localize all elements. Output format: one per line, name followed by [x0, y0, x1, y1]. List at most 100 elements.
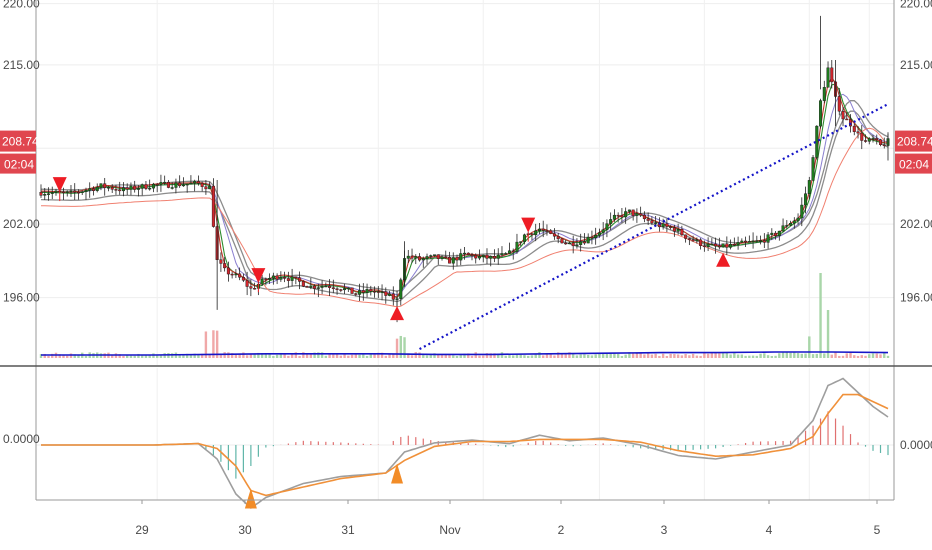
volume-bar: [170, 353, 174, 358]
volume-bar: [422, 353, 425, 358]
volume-bar: [287, 355, 290, 358]
volume-bar: [534, 353, 537, 358]
price-tick-label: 220.00: [3, 0, 40, 11]
signal-line: [41, 393, 889, 497]
volume-bar: [373, 354, 376, 358]
price-badges: 208.74 02:04 208.74 02:04: [0, 130, 932, 174]
moving-average-line: [41, 127, 889, 308]
volume-bar: [826, 310, 830, 358]
price-tick-label: 202.00: [900, 217, 932, 231]
candle-body: [346, 287, 350, 290]
candle-body: [560, 238, 564, 244]
candle-body: [627, 209, 631, 212]
candle-body: [811, 157, 815, 181]
volume-bar: [564, 353, 567, 358]
candle-body: [429, 255, 433, 257]
volume-bar: [650, 354, 654, 358]
volume-bar: [459, 355, 462, 358]
volume-bar: [399, 335, 402, 358]
countdown-label: 02:04: [899, 158, 929, 172]
volume-bar: [350, 354, 354, 358]
candle-body: [384, 291, 388, 296]
volume-average-line: [41, 351, 889, 356]
volume-bar: [725, 352, 729, 358]
candle-body: [170, 187, 174, 189]
candle-body: [751, 240, 755, 243]
candle-body: [879, 139, 883, 145]
volume-bar: [553, 355, 556, 358]
price-tick-label: 196.00: [900, 291, 932, 305]
sell-arrow-icon: [521, 217, 536, 233]
candle-body: [466, 252, 470, 255]
volume-bar: [148, 354, 151, 358]
volume-bar: [568, 352, 571, 358]
volume-bar: [721, 353, 725, 358]
candle-body: [249, 286, 253, 289]
volume-bar: [272, 355, 275, 358]
candle-body: [616, 214, 620, 217]
trendline[interactable]: [419, 103, 889, 351]
candle-body: [567, 242, 571, 245]
volume-bar: [470, 355, 474, 358]
x-tick-label: 29: [135, 523, 149, 537]
candle-body: [331, 287, 335, 289]
volume-bar: [377, 352, 380, 358]
volume-bar: [628, 352, 631, 358]
candle-body: [762, 240, 766, 243]
candle-body: [815, 125, 819, 158]
candle-body: [882, 144, 886, 146]
candle-body: [354, 293, 358, 295]
price-tick-label: 215.00: [3, 58, 40, 72]
candle-body: [519, 241, 523, 243]
candle-body: [492, 256, 496, 259]
volume-bar: [718, 353, 721, 358]
candle-body: [46, 193, 50, 195]
price-tick-label: 202.00: [3, 217, 40, 231]
x-tick-label: Nov: [439, 523, 460, 537]
candle-body: [410, 255, 414, 259]
candle-body: [691, 239, 695, 242]
candle-body: [166, 181, 170, 188]
volume-bar: [73, 354, 76, 358]
volume-bar: [182, 354, 185, 358]
candle-body: [646, 218, 650, 221]
volume-bar: [785, 352, 789, 358]
volume-bar: [766, 355, 770, 358]
volume-bar: [467, 353, 470, 358]
candle-body: [301, 281, 305, 287]
candle-body: [305, 286, 309, 288]
candle-body: [95, 186, 99, 191]
candle-body: [283, 277, 287, 279]
volume-bar: [504, 355, 507, 358]
candle-body: [369, 289, 373, 292]
volume-bar: [358, 354, 361, 358]
candle-body: [777, 230, 781, 236]
volume-bar: [759, 353, 762, 358]
volume-bar: [575, 355, 579, 358]
candle-body: [463, 252, 467, 255]
volume-bar: [594, 354, 597, 358]
volume-bar: [706, 353, 710, 358]
volume-bar: [43, 353, 46, 358]
volume-bar: [320, 352, 324, 358]
volume-bar: [189, 354, 193, 358]
candle-body: [864, 140, 868, 142]
candle-body: [489, 256, 493, 259]
volume-average-line: [41, 351, 889, 356]
volume-bar: [778, 353, 781, 358]
volume-bar: [302, 352, 305, 358]
signal-markers: [52, 177, 731, 321]
volume-bar: [527, 355, 530, 358]
candle-body: [421, 258, 425, 261]
volume-bar: [740, 354, 744, 358]
volume-bar: [684, 354, 687, 358]
volume-bar: [354, 354, 358, 358]
candle-body: [650, 220, 654, 224]
candle-body: [376, 291, 380, 293]
candle-body: [654, 222, 658, 224]
candle-body: [455, 257, 459, 261]
candle-body: [470, 254, 474, 256]
candle-body: [350, 287, 354, 294]
